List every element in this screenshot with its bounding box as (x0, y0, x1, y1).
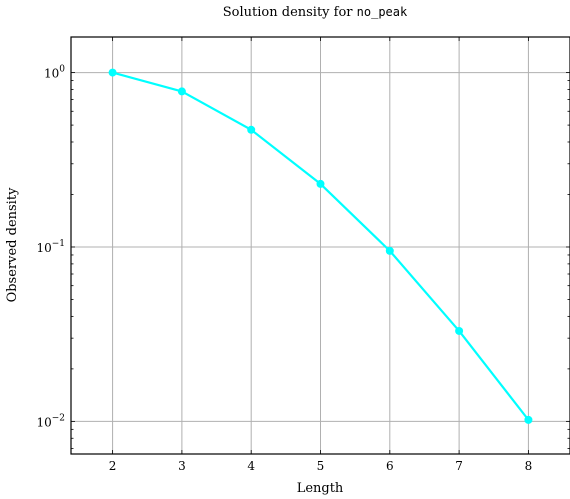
x-tick-label: 5 (317, 459, 325, 473)
data-point (385, 246, 394, 255)
y-tick-label: 10−1 (36, 239, 65, 255)
chart-title-code: no_peak (357, 5, 408, 19)
data-point (247, 125, 256, 134)
chart-title: Solution density for no_peak (223, 5, 408, 20)
x-tick-label: 2 (109, 459, 117, 473)
chart-title-prefix: Solution density for (223, 5, 357, 20)
data-point (455, 326, 464, 335)
axes: 2 3 4 5 6 7 8 100 10−1 10−2 (36, 36, 570, 473)
x-tick-label: 3 (178, 459, 186, 473)
data-point (177, 87, 186, 96)
plot-frame (70, 36, 570, 455)
x-axis-label: Length (297, 481, 344, 496)
data-point (524, 415, 533, 424)
x-tick-label: 6 (386, 459, 394, 473)
data-point (108, 68, 117, 77)
x-tick-label: 8 (525, 459, 533, 473)
x-tick-label: 7 (455, 459, 463, 473)
y-tick-label: 10−2 (36, 413, 65, 429)
data-point (316, 179, 325, 188)
grid (71, 37, 570, 454)
y-tick-label: 100 (44, 65, 65, 81)
y-axis-label: Observed density (5, 187, 20, 302)
x-tick-label: 4 (247, 459, 255, 473)
series-layer (108, 68, 533, 424)
